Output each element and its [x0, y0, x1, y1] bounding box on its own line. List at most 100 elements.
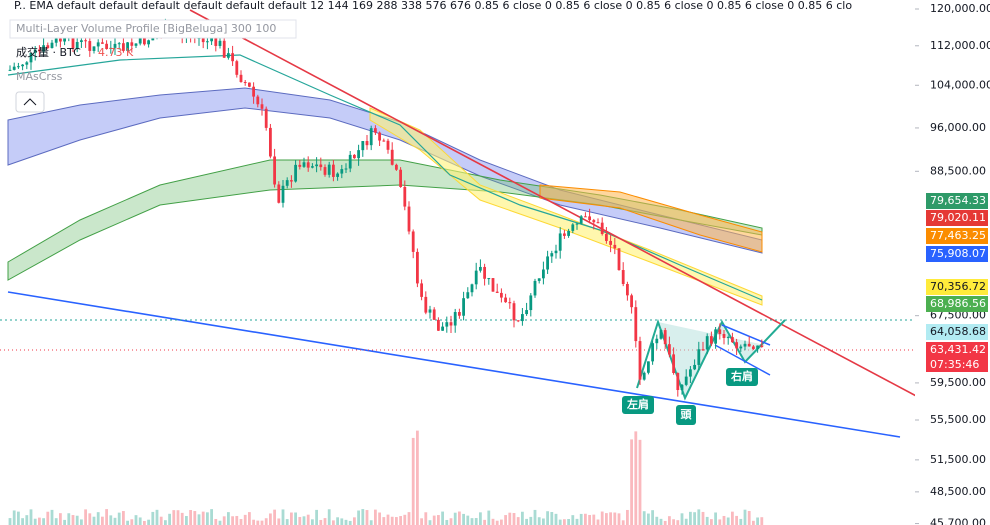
volume-bar [206, 512, 209, 525]
volume-bar [134, 515, 138, 525]
ma-line [7, 54, 763, 301]
candle-body [651, 343, 654, 362]
candle-body [210, 36, 213, 42]
price-tag-label: 70,356.72 [930, 280, 986, 293]
candle-body [424, 296, 428, 313]
candle-body [109, 47, 113, 49]
volume-bar [495, 520, 499, 525]
candle-body [722, 334, 726, 338]
candle-body [516, 320, 520, 322]
candle-body [466, 292, 470, 299]
candle-body [705, 336, 709, 350]
volume-bar [592, 514, 596, 525]
candle-body [558, 233, 562, 251]
volume-bar [319, 519, 323, 525]
volume-bar [243, 514, 247, 525]
candle-body [298, 164, 302, 167]
price-tag-label: 75,908.07 [930, 247, 986, 260]
volume-bar [227, 512, 230, 525]
volume-bar [88, 513, 92, 525]
candle-body [680, 384, 684, 391]
volume-bar [596, 519, 600, 525]
volume-bar [701, 511, 705, 525]
candle-body [613, 244, 617, 249]
volume-bar [626, 509, 629, 525]
volume-bar [176, 510, 180, 525]
candle-body [231, 53, 234, 62]
volume-bar [437, 515, 440, 525]
ema-legend: P.. EMA default default default default … [14, 0, 852, 12]
volume-bar [374, 509, 377, 525]
volume-bar [579, 513, 583, 525]
collapse-button[interactable] [15, 91, 45, 113]
volume-legend[interactable]: 成交量 · BTC [16, 45, 81, 59]
candle-body [600, 222, 604, 234]
volume-bar [126, 520, 129, 525]
volume-bar [302, 516, 306, 525]
volume-bar [609, 512, 612, 525]
volume-bar [558, 519, 562, 525]
candle-body [206, 41, 209, 43]
volume-bar [344, 519, 348, 525]
volume-bar [537, 517, 541, 525]
volume-bar [315, 509, 318, 525]
candle-body [684, 376, 688, 385]
candle-body [642, 372, 646, 380]
yellow-band [369, 107, 763, 306]
volume-bar [33, 518, 37, 525]
volume-bar [21, 518, 24, 525]
candle-body [491, 278, 495, 292]
volume-bar [348, 520, 352, 525]
candle-body [542, 269, 545, 279]
volume-bar [735, 515, 738, 525]
volume-bar [201, 511, 205, 525]
pattern-label-bg [676, 405, 696, 425]
volume-bar [294, 512, 297, 525]
volume-bar [306, 514, 310, 525]
ma-legend[interactable]: MAsCrss [16, 70, 63, 83]
volume-bar [269, 513, 272, 525]
volume-bar [71, 515, 75, 525]
candle-body [630, 295, 633, 308]
volume-bar [332, 520, 335, 525]
candle-body [483, 266, 486, 279]
volume-bar [403, 514, 407, 525]
candle-body [659, 330, 663, 339]
volume-bar [214, 518, 218, 525]
candle-body [550, 253, 554, 257]
volume-bar [441, 511, 444, 525]
candle-body [462, 298, 465, 316]
volume-bar [54, 518, 58, 525]
candle-body [714, 329, 717, 344]
volume-bar [416, 430, 419, 525]
volume-bar [743, 509, 747, 525]
candle-body [33, 49, 37, 53]
candle-body [323, 167, 327, 175]
volume-bar [113, 517, 117, 525]
candle-body [403, 186, 407, 207]
volume-bar [747, 511, 751, 525]
volume-bar [752, 520, 755, 525]
candle-body [575, 223, 579, 225]
volume-bar [92, 516, 96, 525]
volume-bar [710, 519, 713, 525]
volume-bar [714, 512, 717, 525]
volume-bar [571, 515, 575, 525]
volume-bar [512, 513, 516, 525]
volume-bar [130, 519, 134, 525]
volume-bar [143, 520, 146, 525]
candle-body [697, 349, 701, 365]
vp-legend[interactable]: Multi-Layer Volume Profile [BigBeluga] 3… [16, 22, 276, 35]
candle-body [609, 240, 612, 245]
price-axis [915, 0, 990, 525]
candle-body [739, 346, 743, 349]
price-tag [926, 324, 988, 340]
volume-bar [663, 520, 667, 525]
candle-body [353, 154, 356, 159]
candle-body [449, 322, 453, 326]
volume-bar [369, 520, 373, 525]
candle-body [88, 41, 92, 51]
volume-bar [605, 513, 608, 525]
candle-body [735, 342, 738, 349]
volume-bar [407, 512, 411, 525]
